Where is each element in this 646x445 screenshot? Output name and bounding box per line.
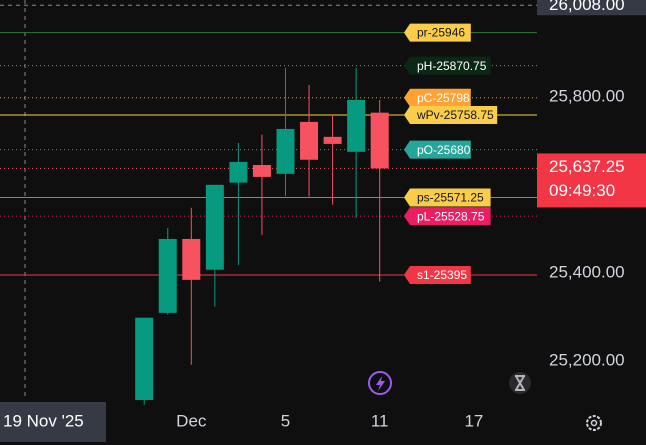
last-price-time: 09:49:30 [549,181,615,200]
crosshair-x-box [0,402,106,442]
last-price-box [537,153,646,208]
candle-body [370,112,389,169]
level-tag [404,207,491,226]
x-tick-label: Dec [176,411,207,430]
crosshair-y-box [537,0,646,16]
y-tick-label: 25,400.00 [549,262,625,281]
y-tick-label: 25,200.00 [549,350,625,369]
x-tick-label: 11 [371,411,389,430]
candle-body [205,184,224,270]
level-label: s1-25395 [417,268,467,282]
candle-body [182,238,201,280]
level-label: pr-25946 [417,26,465,40]
lightning-circle[interactable] [368,371,392,395]
candle-body [347,99,366,152]
level-label: pC-25798 [417,91,470,105]
candle-body [300,121,319,160]
crosshair-y-label: 26,008.00 [549,0,625,14]
x-tick-label: 17 [464,411,483,430]
candle-body [276,128,295,174]
lightning-bolt[interactable] [376,376,385,391]
level-tag [404,88,471,107]
level-label: pH-25870.75 [417,59,487,73]
last-price-label: 25,637.25 [549,157,625,176]
gear-hub[interactable] [590,419,598,427]
candle-body [323,136,342,144]
level-tag [404,56,491,75]
level-tag [404,140,471,159]
candle-body [229,161,248,183]
y-tick-label: 25,800.00 [549,86,625,105]
candle-body [135,317,154,400]
level-tag [404,23,471,42]
level-label: ps-25571.25 [417,191,484,205]
replay-icon[interactable] [509,372,531,394]
candle-body [252,165,271,177]
hourglass[interactable] [515,375,525,391]
x-tick-label: 5 [281,411,290,430]
lightning-icon[interactable] [368,371,392,395]
settings-icon[interactable] [586,415,602,431]
level-label: pO-25680 [417,143,471,157]
candle-body [158,238,177,313]
crosshair-x-label: 19 Nov '25 [3,411,84,430]
level-tag [404,188,491,207]
level-tag [404,105,498,124]
level-tag [404,266,471,285]
gear[interactable] [586,415,602,431]
level-label: wPv-25758.75 [416,108,494,122]
level-label: pL-25528.75 [417,209,485,223]
